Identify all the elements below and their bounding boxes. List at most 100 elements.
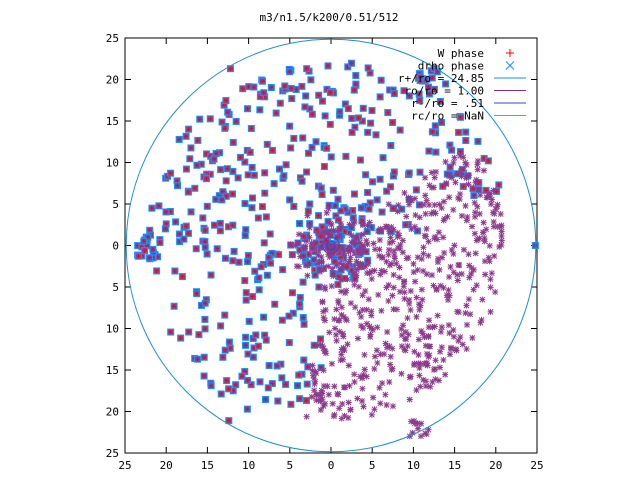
data-point	[223, 165, 231, 173]
data-point	[318, 254, 325, 261]
data-point	[304, 363, 312, 371]
data-point	[325, 205, 332, 212]
data-point	[400, 87, 408, 95]
data-point	[475, 186, 482, 193]
data-point	[415, 301, 422, 308]
data-point	[317, 184, 325, 192]
data-point	[430, 366, 437, 373]
data-point	[260, 89, 268, 97]
data-point	[330, 273, 337, 280]
data-point	[477, 192, 484, 199]
data-point	[216, 219, 224, 227]
data-point	[246, 148, 254, 156]
data-point	[425, 353, 432, 360]
data-point	[171, 267, 179, 275]
data-point	[235, 258, 243, 266]
data-point	[428, 74, 436, 82]
data-point	[148, 204, 156, 212]
data-point	[408, 197, 415, 204]
data-point	[480, 219, 487, 226]
data-point	[442, 80, 450, 88]
data-point	[243, 405, 251, 413]
data-point	[221, 346, 229, 354]
data-point	[325, 391, 332, 398]
data-point	[361, 351, 368, 358]
data-point	[298, 82, 306, 90]
data-point	[376, 175, 384, 183]
data-point	[474, 137, 482, 145]
data-point	[338, 304, 345, 311]
data-point	[294, 382, 302, 390]
data-point	[182, 165, 190, 173]
data-point	[194, 355, 202, 363]
data-point	[304, 212, 311, 219]
data-point	[326, 329, 333, 336]
data-point	[256, 106, 264, 114]
data-point	[202, 175, 210, 183]
data-point	[257, 263, 265, 271]
data-point	[180, 235, 188, 243]
data-point	[463, 217, 470, 224]
data-point	[448, 146, 456, 154]
data-point	[310, 256, 318, 264]
legend-label: drho phase	[418, 60, 484, 73]
data-point	[497, 211, 504, 218]
data-point	[367, 333, 374, 340]
data-point	[290, 134, 298, 142]
data-point	[340, 333, 347, 340]
data-point	[344, 105, 352, 113]
data-point	[368, 325, 375, 332]
data-point	[371, 406, 378, 413]
data-point	[329, 186, 337, 194]
data-point	[396, 232, 403, 239]
legend-label: ro/ro = 1.00	[405, 85, 484, 98]
data-point	[254, 342, 262, 350]
data-point	[260, 239, 268, 247]
data-point	[368, 107, 376, 115]
data-point	[376, 384, 383, 391]
data-point	[457, 113, 465, 121]
data-point	[345, 245, 352, 252]
data-point	[286, 196, 294, 204]
data-point	[419, 296, 426, 303]
data-point	[230, 247, 238, 255]
data-point	[390, 90, 398, 98]
data-point	[320, 163, 328, 171]
data-point	[491, 210, 498, 217]
data-point	[203, 202, 211, 210]
data-point	[375, 291, 382, 298]
data-point	[412, 186, 420, 194]
star-points	[287, 152, 505, 440]
data-point	[360, 248, 367, 255]
data-point	[315, 283, 323, 291]
data-point	[354, 395, 361, 402]
x-tick-label: 25	[530, 459, 543, 472]
data-point	[178, 273, 186, 281]
data-point	[344, 63, 352, 71]
y-tick-label: 20	[106, 74, 119, 87]
data-point	[430, 184, 437, 191]
data-point	[260, 313, 268, 321]
data-point	[185, 328, 193, 336]
data-point	[225, 338, 233, 346]
data-point	[384, 328, 391, 335]
data-point	[370, 240, 377, 247]
data-point	[377, 76, 385, 84]
data-point	[379, 253, 386, 260]
x-tick-label: 10	[242, 459, 255, 472]
data-point	[323, 240, 330, 247]
data-point	[340, 384, 347, 391]
data-point	[458, 173, 465, 180]
data-point	[440, 198, 447, 205]
data-point	[450, 333, 457, 340]
radius-circles	[125, 38, 537, 453]
data-point	[481, 235, 488, 242]
data-point	[249, 353, 257, 361]
data-point	[407, 306, 414, 313]
data-point	[308, 110, 316, 118]
data-point	[405, 92, 413, 100]
data-point	[302, 397, 310, 405]
data-point	[145, 254, 153, 262]
data-point	[336, 260, 343, 267]
data-point	[406, 396, 413, 403]
